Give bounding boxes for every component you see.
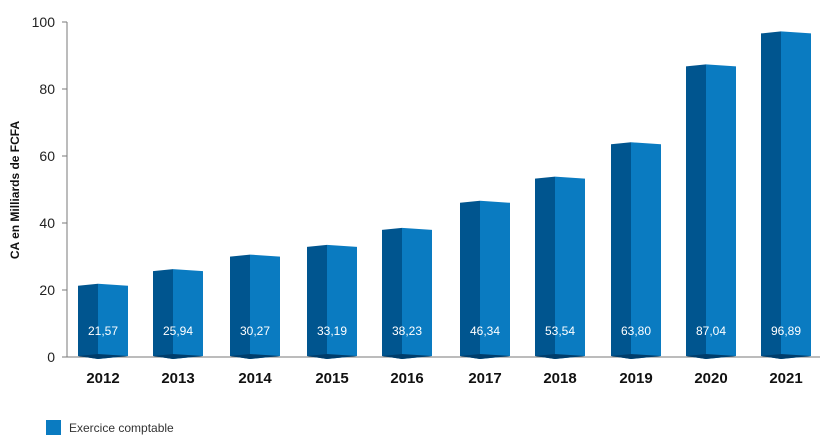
y-tick-label: 40 — [39, 215, 55, 231]
bar-side-face — [611, 142, 631, 359]
bar-front-face — [402, 227, 432, 359]
bar-base — [307, 354, 357, 359]
bar-side-face — [686, 64, 706, 359]
bar-base — [611, 354, 661, 359]
bar-front-face — [250, 254, 280, 359]
bar-side-face — [460, 200, 480, 359]
y-tick-label: 20 — [39, 282, 55, 298]
bar-value-label: 87,04 — [696, 324, 726, 338]
bar-2020: 87,04 — [686, 64, 736, 359]
x-tick-label: 2016 — [390, 370, 423, 387]
bar-front-face — [480, 200, 510, 359]
bar-value-label: 38,23 — [392, 324, 422, 338]
bar-base — [761, 354, 811, 359]
x-tick-label: 2012 — [86, 370, 119, 387]
legend-swatch — [46, 420, 61, 435]
bar-value-label: 63,80 — [621, 324, 651, 338]
bar-base — [153, 354, 203, 359]
bar-side-face — [153, 269, 173, 359]
bar-2015: 33,19 — [307, 244, 357, 359]
bar-front-face — [555, 176, 585, 359]
bar-value-label: 21,57 — [88, 324, 118, 338]
bar-value-label: 30,27 — [240, 324, 270, 338]
bar-2017: 46,34 — [460, 200, 510, 359]
bar-value-label: 33,19 — [317, 324, 347, 338]
x-tick-label: 2018 — [543, 370, 576, 387]
bar-base — [78, 354, 128, 359]
bar-2016: 38,23 — [382, 227, 432, 359]
x-tick-label: 2020 — [694, 370, 727, 387]
bar-side-face — [307, 244, 327, 359]
y-axis-ticks: 0 20 40 60 80 100 — [32, 14, 67, 365]
bar-front-face — [631, 142, 661, 359]
bar-base — [686, 354, 736, 359]
bar-side-face — [78, 283, 98, 359]
bar-2019: 63,80 — [611, 142, 661, 359]
bar-value-label: 96,89 — [771, 324, 801, 338]
bar-front-face — [98, 283, 128, 359]
y-tick-label: 80 — [39, 81, 55, 97]
bar-front-face — [173, 269, 203, 359]
bar-base — [535, 354, 585, 359]
bar-2018: 53,54 — [535, 176, 585, 359]
bars-group: 21,57 25,94 30,27 33,19 38,23 46,34 53,54 63,80… — [78, 31, 811, 360]
bar-2021: 96,89 — [761, 31, 811, 360]
bar-2012: 21,57 — [78, 283, 128, 359]
bar-base — [460, 354, 510, 359]
bar-side-face — [230, 254, 250, 359]
x-tick-label: 2013 — [161, 370, 194, 387]
bar-front-face — [327, 244, 357, 359]
x-tick-label: 2015 — [315, 370, 348, 387]
bar-side-face — [761, 31, 781, 360]
bar-side-face — [535, 176, 555, 359]
y-tick-label: 60 — [39, 148, 55, 164]
bar-side-face — [382, 227, 402, 359]
y-tick-label: 100 — [32, 14, 56, 30]
y-axis-label: CA en Milliards de FCFA — [8, 121, 22, 260]
x-tick-label: 2019 — [619, 370, 652, 387]
legend-label: Exercice comptable — [69, 421, 174, 435]
x-tick-label: 2021 — [769, 370, 802, 387]
bar-value-label: 53,54 — [545, 324, 575, 338]
bar-value-label: 46,34 — [470, 324, 500, 338]
bar-2014: 30,27 — [230, 254, 280, 359]
bar-value-label: 25,94 — [163, 324, 193, 338]
x-tick-label: 2017 — [468, 370, 501, 387]
y-tick-label: 0 — [47, 349, 55, 365]
bar-front-face — [781, 31, 811, 360]
bar-base — [382, 354, 432, 359]
bar-base — [230, 354, 280, 359]
bar-2013: 25,94 — [153, 269, 203, 359]
bar-front-face — [706, 64, 736, 359]
x-tick-label: 2014 — [238, 370, 272, 387]
x-axis-ticks: 2012 2013 2014 2015 2016 2017 2018 2019 2020 2021 — [86, 370, 802, 387]
legend: Exercice comptable — [46, 420, 174, 435]
